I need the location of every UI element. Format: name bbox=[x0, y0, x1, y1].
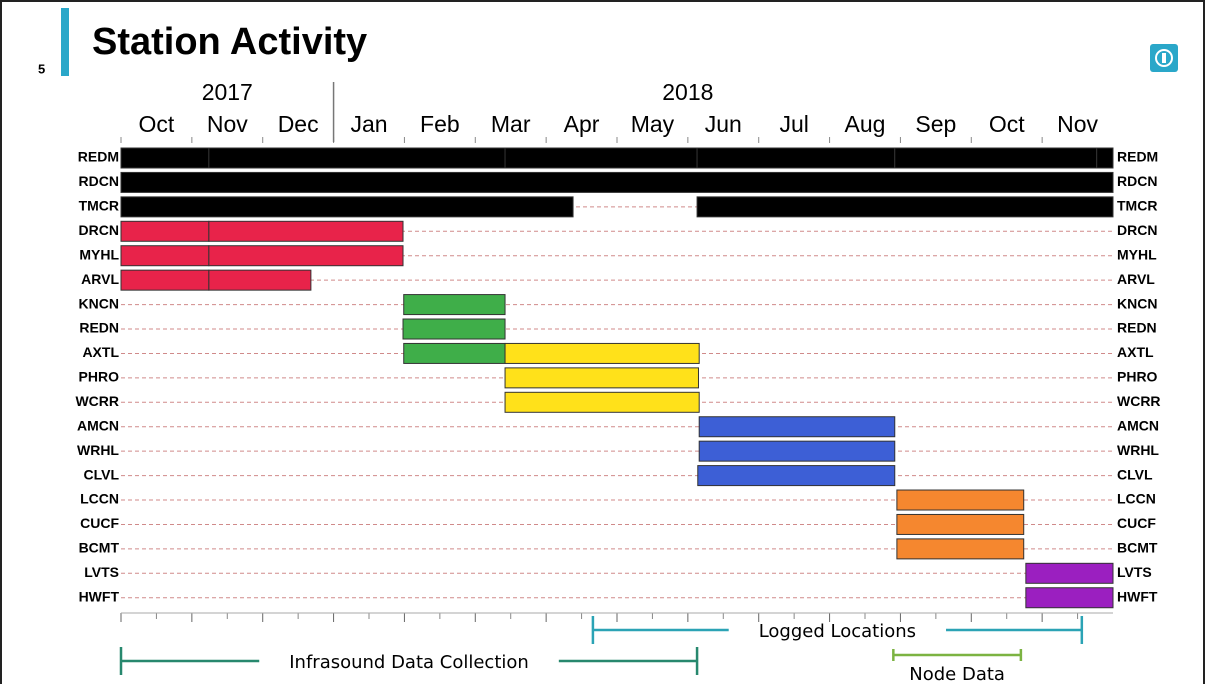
row-label: LCCN bbox=[80, 491, 119, 507]
activity-bar bbox=[403, 342, 506, 364]
row-label: WRHL bbox=[1117, 442, 1159, 458]
logo-mark bbox=[1162, 53, 1166, 63]
x-tick-label: Oct bbox=[989, 111, 1025, 137]
row-label: CLVL bbox=[1117, 466, 1153, 482]
x-tick-label: Nov bbox=[1057, 111, 1098, 137]
row-label: LCCN bbox=[1117, 491, 1156, 507]
row-label: AXTL bbox=[82, 344, 119, 360]
year-label: 2017 bbox=[202, 79, 253, 105]
row-label: AMCN bbox=[1117, 417, 1159, 433]
x-tick-label: Sep bbox=[915, 111, 956, 137]
activity-bar bbox=[896, 513, 1025, 535]
row-label: BCMT bbox=[1117, 540, 1158, 556]
activity-bar bbox=[696, 196, 1114, 218]
activity-bar bbox=[120, 147, 210, 169]
row-label: WCRR bbox=[75, 393, 119, 409]
activity-bar bbox=[1025, 587, 1114, 609]
x-tick-label: Mar bbox=[491, 111, 531, 137]
logo-mark bbox=[1155, 49, 1173, 67]
row-label: ARVL bbox=[81, 271, 119, 287]
x-tick-label: Apr bbox=[564, 111, 600, 137]
activity-bar bbox=[696, 147, 896, 169]
row-label: TMCR bbox=[1117, 198, 1157, 214]
row-label: CUCF bbox=[80, 515, 119, 531]
row-label: CUCF bbox=[1117, 515, 1156, 531]
x-tick-label: Feb bbox=[420, 111, 460, 137]
activity-bar bbox=[120, 171, 1114, 193]
annotation-label: Logged Locations bbox=[759, 621, 916, 642]
annotation-bracket bbox=[119, 647, 699, 675]
title-accent bbox=[61, 8, 69, 76]
row-label: KNCN bbox=[1117, 295, 1157, 311]
row-label: DRCN bbox=[79, 222, 119, 238]
x-tick-label: Jun bbox=[705, 111, 742, 137]
activity-bar bbox=[1096, 147, 1114, 169]
x-tick-label: Jan bbox=[350, 111, 387, 137]
row-label: LVTS bbox=[1117, 564, 1152, 580]
row-label: KNCN bbox=[79, 295, 119, 311]
row-label: MYHL bbox=[79, 246, 119, 262]
row-label: AXTL bbox=[1117, 344, 1154, 360]
row-label: HWFT bbox=[79, 588, 120, 604]
x-tick-label: Aug bbox=[845, 111, 886, 137]
annotation-label: Node Data bbox=[909, 664, 1005, 684]
activity-bar bbox=[208, 147, 506, 169]
activity-bar bbox=[1025, 562, 1114, 584]
row-label: PHRO bbox=[79, 369, 120, 385]
x-tick-label: Jul bbox=[779, 111, 808, 137]
activity-bar bbox=[504, 367, 699, 389]
chart-title: Station Activity bbox=[92, 21, 367, 63]
activity-bar bbox=[504, 342, 700, 364]
activity-bar bbox=[894, 147, 1098, 169]
row-label: REDM bbox=[1117, 149, 1158, 165]
row-label: REDM bbox=[78, 149, 119, 165]
activity-bar bbox=[403, 294, 506, 316]
activity-bar bbox=[698, 440, 896, 462]
row-label: REDN bbox=[79, 320, 119, 336]
activity-bar bbox=[504, 391, 700, 413]
slide-number: 5 bbox=[38, 61, 45, 76]
row-label: BCMT bbox=[79, 540, 120, 556]
activity-bar bbox=[208, 245, 404, 267]
row-label: CLVL bbox=[83, 466, 119, 482]
activity-bar bbox=[208, 269, 312, 291]
activity-bar bbox=[504, 147, 698, 169]
activity-bar bbox=[698, 416, 896, 438]
row-label: TMCR bbox=[79, 198, 119, 214]
annotation-bracket bbox=[591, 616, 1084, 644]
row-label: WCRR bbox=[1117, 393, 1161, 409]
row-label: LVTS bbox=[84, 564, 119, 580]
activity-bar bbox=[402, 318, 506, 340]
activity-bar bbox=[120, 269, 210, 291]
x-tick-label: May bbox=[631, 111, 675, 137]
annotation-label: Infrasound Data Collection bbox=[289, 652, 529, 673]
row-label: ARVL bbox=[1117, 271, 1155, 287]
x-tick-label: Dec bbox=[278, 111, 319, 137]
activity-bar bbox=[896, 489, 1025, 511]
row-label: MYHL bbox=[1117, 246, 1157, 262]
row-label: REDN bbox=[1117, 320, 1157, 336]
row-label: AMCN bbox=[77, 417, 119, 433]
year-label: 2018 bbox=[662, 79, 713, 105]
annotation-bracket bbox=[892, 649, 1023, 661]
row-label: HWFT bbox=[1117, 588, 1158, 604]
row-label: RDCN bbox=[1117, 173, 1157, 189]
row-label: DRCN bbox=[1117, 222, 1157, 238]
x-tick-label: Oct bbox=[139, 111, 175, 137]
row-label: PHRO bbox=[1117, 369, 1158, 385]
activity-bar bbox=[120, 196, 574, 218]
logo bbox=[1150, 44, 1178, 72]
row-label: RDCN bbox=[79, 173, 119, 189]
row-label: WRHL bbox=[77, 442, 119, 458]
activity-bar bbox=[120, 220, 210, 242]
activity-bar bbox=[896, 538, 1025, 560]
activity-bar bbox=[697, 465, 896, 487]
x-tick-label: Nov bbox=[207, 111, 248, 137]
activity-bar bbox=[208, 220, 404, 242]
activity-bar bbox=[120, 245, 210, 267]
